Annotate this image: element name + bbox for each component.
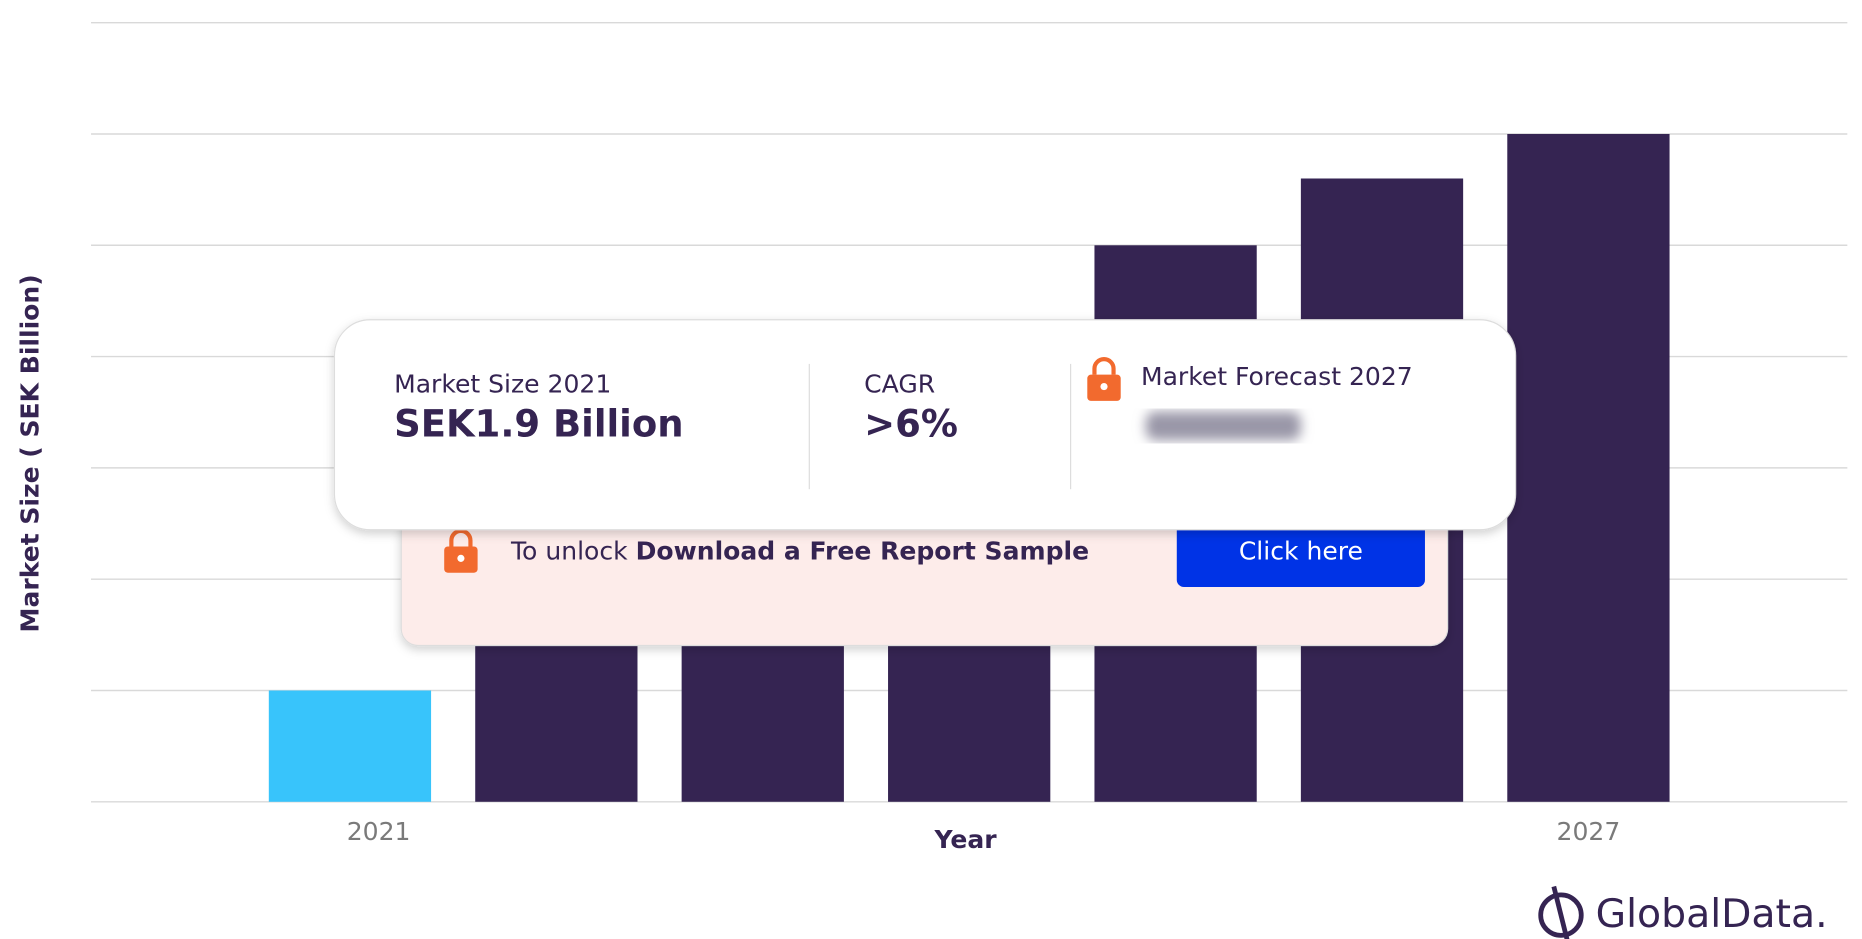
unlock-text: To unlock Download a Free Report Sample bbox=[510, 536, 1089, 565]
unlock-bold: Download a Free Report Sample bbox=[636, 536, 1090, 565]
x-axis-label: Year bbox=[934, 825, 998, 854]
summary-card bbox=[333, 319, 1517, 531]
button-label[interactable]: Click here bbox=[1239, 536, 1363, 565]
market-size-value: SEK1.9 Billion bbox=[394, 402, 683, 445]
logo: GlobalData. bbox=[1596, 891, 1828, 937]
market-size-label: Market Size 2021 bbox=[394, 369, 611, 398]
bar bbox=[268, 690, 432, 802]
cagr-value: >6% bbox=[864, 402, 958, 445]
unlock-prefix: To unlock bbox=[510, 536, 628, 565]
lock-icon bbox=[444, 528, 478, 573]
logo-icon bbox=[1538, 885, 1584, 939]
cagr-label: CAGR bbox=[864, 369, 935, 398]
click-here-button[interactable] bbox=[1176, 515, 1425, 588]
x-tick-label: 2027 bbox=[1557, 817, 1621, 846]
y-axis-label: Market Size ( SEK Billion) bbox=[15, 274, 44, 632]
x-tick-label: 2021 bbox=[347, 817, 411, 846]
forecast-label: Market Forecast 2027 bbox=[1141, 362, 1413, 391]
blurred-value bbox=[1145, 411, 1301, 441]
bar bbox=[1507, 133, 1670, 802]
lock-icon bbox=[1087, 357, 1121, 401]
